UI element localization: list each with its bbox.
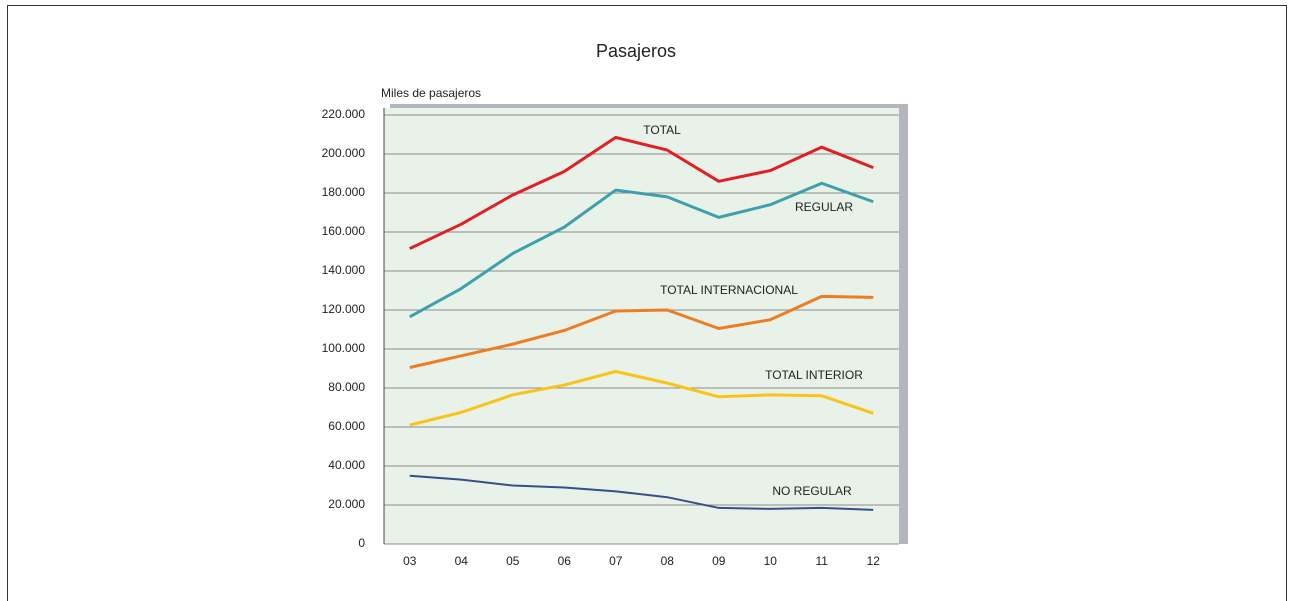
x-tick-label: 07 [609,554,623,568]
x-tick-label: 10 [764,554,778,568]
y-tick-label: 200.000 [322,146,366,160]
series-line [409,294,874,369]
y-axis-label: Miles de pasajeros [381,86,481,100]
x-tick-label: 03 [403,554,417,568]
y-tick-label: 60.000 [328,419,365,433]
plot-area [384,108,899,544]
y-tick-label: 220.000 [322,107,366,121]
x-tick-label: 11 [816,554,829,568]
y-tick-label: 180.000 [322,185,366,199]
series-line [409,369,874,427]
chart-title: Pasajeros [596,41,676,61]
x-tick-label: 12 [867,554,881,568]
y-tick-label: 160.000 [322,224,366,238]
x-tick-label: 08 [661,554,675,568]
frame [7,5,1287,601]
x-tick-label: 05 [506,554,520,568]
y-tick-label: 100.000 [322,341,366,355]
series-label: TOTAL INTERNACIONAL [660,283,798,297]
x-tick-label: 06 [558,554,572,568]
y-tick-label: 0 [358,536,365,550]
x-tick-label: 04 [455,554,469,568]
y-tick-label: 20.000 [328,497,365,511]
series-line [409,474,874,511]
series-label: NO REGULAR [772,484,852,498]
y-tick-label: 140.000 [322,263,366,277]
y-tick-label: 120.000 [322,302,366,316]
series-label: REGULAR [795,200,853,214]
y-tick-label: 40.000 [328,458,365,472]
series-label: TOTAL INTERIOR [765,368,863,382]
series-line [409,135,874,250]
series-label: TOTAL [643,123,681,137]
x-tick-label: 09 [712,554,726,568]
series-line [409,181,874,319]
y-tick-label: 80.000 [328,380,365,394]
